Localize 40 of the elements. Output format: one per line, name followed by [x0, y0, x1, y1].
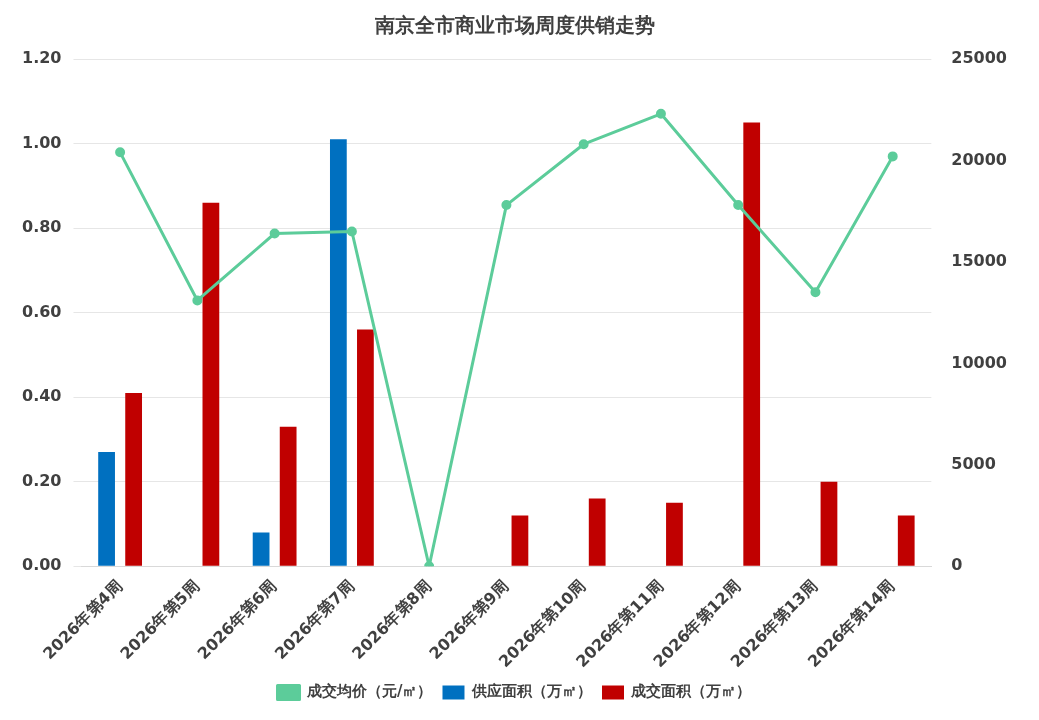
bar [98, 452, 115, 566]
bar [666, 502, 683, 566]
y-tick-label: 1.00 [21, 132, 62, 152]
point [501, 200, 512, 211]
point [115, 147, 126, 158]
bar [743, 122, 761, 566]
bar [588, 498, 606, 566]
bar [329, 139, 347, 566]
bar [202, 202, 220, 566]
bar [252, 532, 270, 566]
y2-tick-label: 10000 [951, 352, 1008, 372]
point [810, 287, 821, 298]
bar [357, 329, 374, 566]
bar [125, 392, 143, 566]
point [655, 108, 666, 119]
y2-tick-label: 0 [951, 555, 963, 575]
y-tick-label: 0.00 [21, 555, 62, 575]
point [733, 200, 744, 211]
y2-tick-label: 5000 [951, 453, 996, 473]
bar [820, 481, 838, 566]
y2-tick-label: 15000 [951, 251, 1008, 271]
y-tick-label: 0.40 [21, 386, 62, 406]
y-tick-label: 1.20 [21, 48, 62, 68]
legend-label: 成交面积（万㎡） [630, 682, 752, 701]
bar [897, 515, 915, 566]
point [578, 139, 589, 150]
y2-tick-label: 20000 [951, 149, 1008, 169]
y-tick-label: 0.20 [21, 470, 62, 490]
point [192, 295, 203, 306]
point [269, 228, 280, 239]
y-tick-label: 0.80 [21, 217, 62, 237]
bar [511, 515, 529, 566]
point [887, 151, 898, 162]
y2-tick-label: 25000 [951, 48, 1008, 68]
bar [279, 426, 297, 566]
y-tick-label: 0.60 [21, 301, 62, 321]
chart-title: 南京全市商业市场周度供销走势 [373, 13, 655, 38]
point [346, 226, 357, 237]
legend-label: 成交均价（元/㎡） [306, 682, 433, 701]
legend-label: 供应面积（万㎡） [470, 682, 592, 701]
